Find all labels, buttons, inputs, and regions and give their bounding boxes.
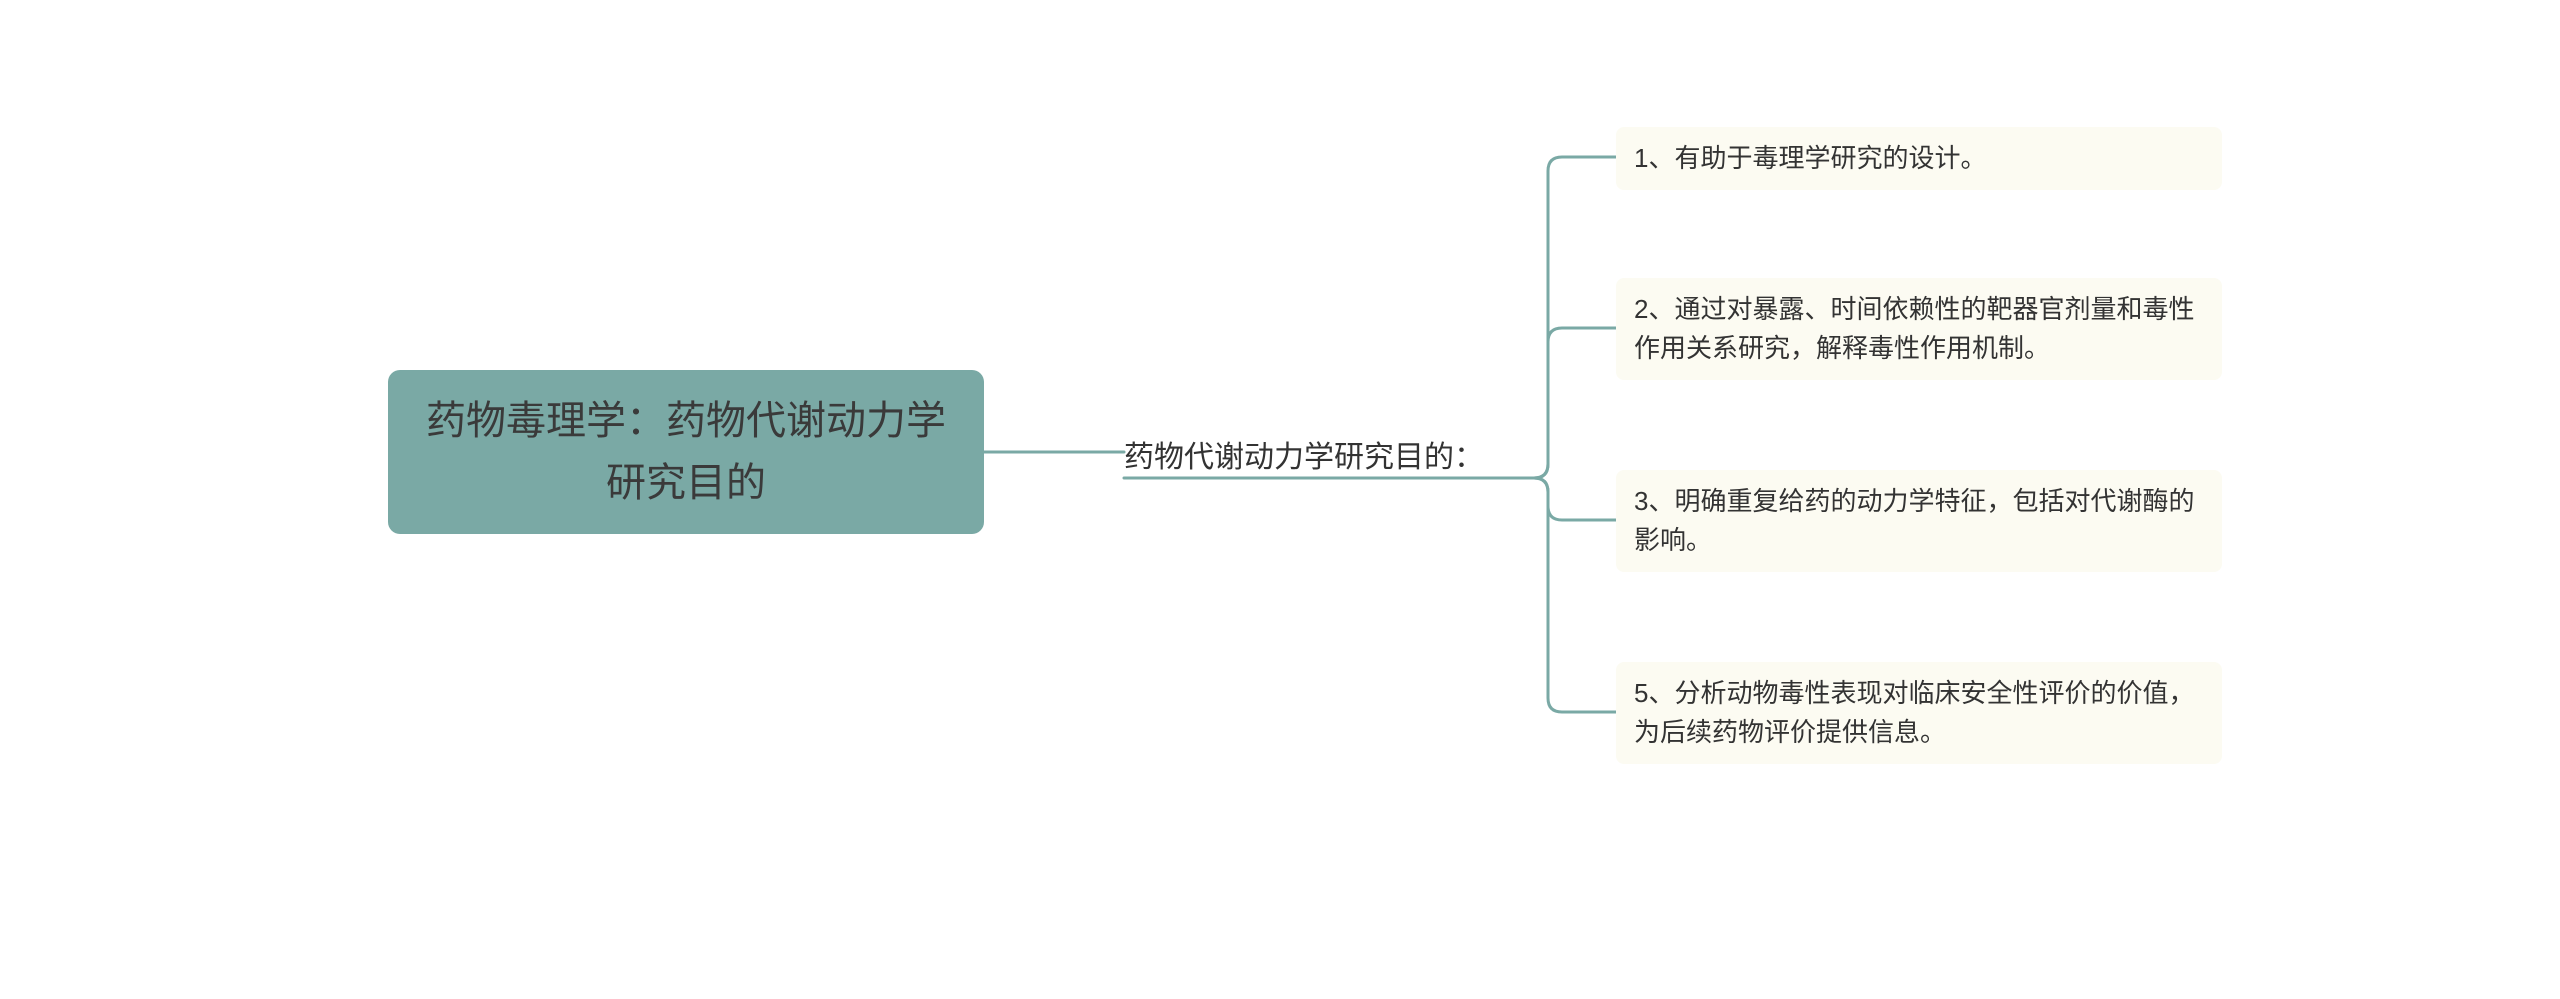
leaf-node-2: 3、明确重复给药的动力学特征，包括对代谢酶的影响。 — [1616, 470, 2222, 572]
leaf-node-3: 5、分析动物毒性表现对临床安全性评价的价值，为后续药物评价提供信息。 — [1616, 662, 2222, 764]
leaf-node-label: 3、明确重复给药的动力学特征，包括对代谢酶的影响。 — [1634, 482, 2204, 560]
mid-node: 药物代谢动力学研究目的： — [1124, 432, 1508, 476]
leaf-node-1: 2、通过对暴露、时间依赖性的靶器官剂量和毒性作用关系研究，解释毒性作用机制。 — [1616, 278, 2222, 380]
leaf-node-0: 1、有助于毒理学研究的设计。 — [1616, 127, 2222, 190]
root-node: 药物毒理学：药物代谢动力学研究目的 — [388, 370, 984, 534]
root-node-label: 药物毒理学：药物代谢动力学研究目的 — [418, 390, 954, 514]
mid-node-label: 药物代谢动力学研究目的： — [1124, 432, 1484, 476]
leaf-node-label: 5、分析动物毒性表现对临床安全性评价的价值，为后续药物评价提供信息。 — [1634, 674, 2204, 752]
leaf-node-label: 1、有助于毒理学研究的设计。 — [1634, 139, 1986, 178]
leaf-node-label: 2、通过对暴露、时间依赖性的靶器官剂量和毒性作用关系研究，解释毒性作用机制。 — [1634, 290, 2204, 368]
